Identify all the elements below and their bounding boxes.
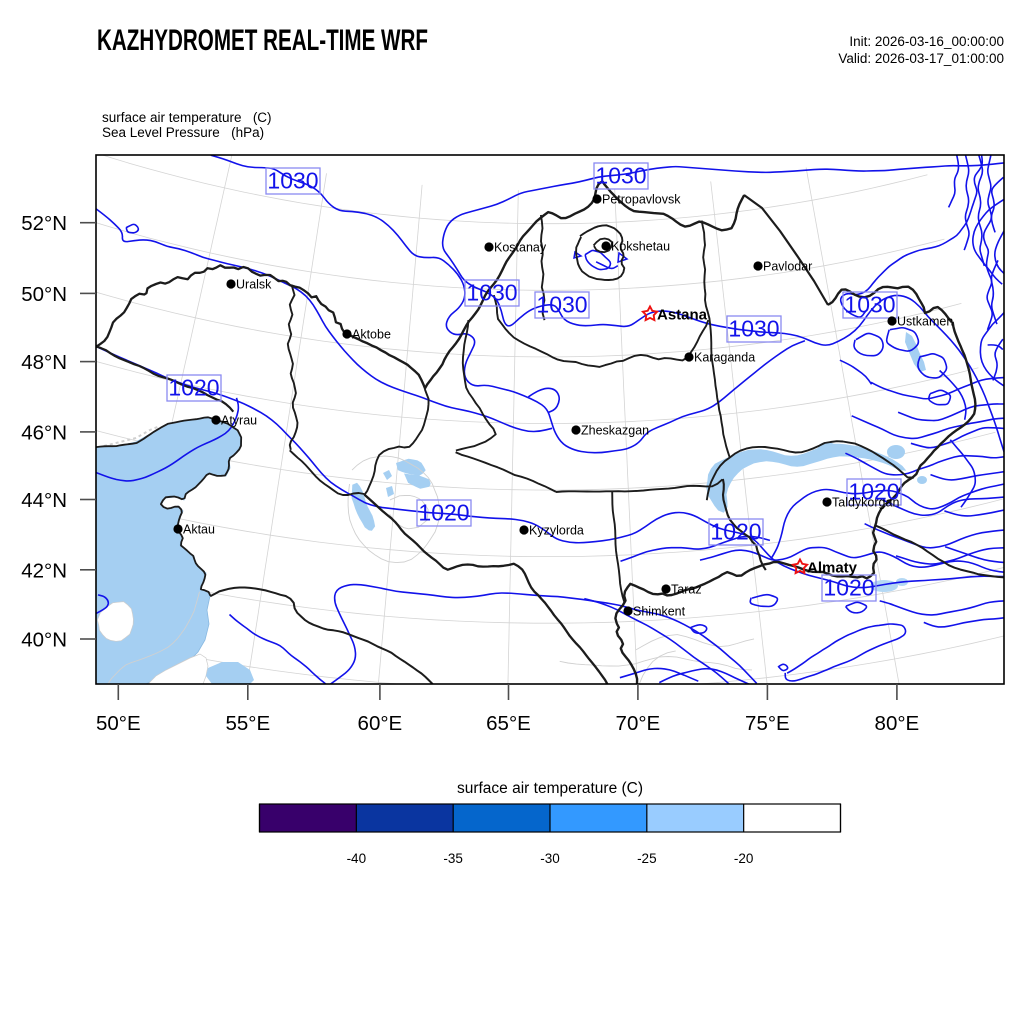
svg-text:-20: -20 [734,851,754,866]
svg-text:42°N: 42°N [21,559,67,582]
svg-text:Astana: Astana [657,307,708,324]
svg-text:50°E: 50°E [96,712,141,735]
svg-text:1020: 1020 [418,500,469,526]
svg-text:46°N: 46°N [21,421,67,444]
svg-text:1030: 1030 [536,292,587,318]
svg-text:Taldykorgan: Taldykorgan [832,496,899,510]
svg-text:Atyrau: Atyrau [221,414,257,428]
svg-text:1030: 1030 [728,316,779,342]
svg-text:Valid: 2026-03-17_01:00:00: Valid: 2026-03-17_01:00:00 [838,51,1004,66]
svg-text:surface air temperature (C): surface air temperature (C) [102,110,272,125]
svg-text:70°E: 70°E [616,712,661,735]
svg-text:48°N: 48°N [21,351,67,374]
svg-text:Petropavlovsk: Petropavlovsk [602,193,681,207]
svg-text:Karaganda: Karaganda [694,351,755,365]
svg-text:Kokshetau: Kokshetau [611,240,670,254]
svg-text:Ustkamen: Ustkamen [897,315,953,329]
svg-text:Kyzylorda: Kyzylorda [529,524,584,538]
svg-text:Uralsk: Uralsk [236,278,272,292]
svg-text:1020: 1020 [823,575,874,601]
svg-text:52°N: 52°N [21,212,67,235]
svg-text:55°E: 55°E [225,712,270,735]
svg-text:KAZHYDROMET REAL-TIME WRF: KAZHYDROMET REAL-TIME WRF [97,24,428,57]
svg-text:65°E: 65°E [486,712,531,735]
svg-text:-40: -40 [347,851,367,866]
svg-text:Aktau: Aktau [183,523,215,537]
svg-text:75°E: 75°E [745,712,790,735]
svg-text:1020: 1020 [848,479,899,505]
svg-text:Pavlodar: Pavlodar [763,260,812,274]
svg-text:Shimkent: Shimkent [633,605,686,619]
svg-text:-30: -30 [540,851,560,866]
svg-text:Kostanay: Kostanay [494,241,547,255]
svg-text:1030: 1030 [844,292,895,318]
svg-text:Sea Level Pressure (hPa): Sea Level Pressure (hPa) [102,125,264,140]
svg-text:-25: -25 [637,851,657,866]
svg-text:Zheskazgan: Zheskazgan [581,424,649,438]
svg-text:1030: 1030 [595,163,646,189]
svg-text:1030: 1030 [267,168,318,194]
svg-text:-35: -35 [443,851,463,866]
svg-text:44°N: 44°N [21,489,67,512]
svg-text:60°E: 60°E [358,712,403,735]
svg-text:surface air temperature (C): surface air temperature (C) [457,780,643,797]
svg-text:Aktobe: Aktobe [352,328,391,342]
svg-text:1020: 1020 [710,519,761,545]
svg-text:1020: 1020 [168,375,219,401]
svg-text:80°E: 80°E [875,712,920,735]
svg-text:50°N: 50°N [21,283,67,306]
svg-text:Almaty: Almaty [807,560,858,577]
svg-text:Init: 2026-03-16_00:00:00: Init: 2026-03-16_00:00:00 [849,34,1004,49]
svg-text:40°N: 40°N [21,629,67,652]
svg-text:1030: 1030 [466,280,517,306]
svg-text:Taraz: Taraz [671,583,702,597]
